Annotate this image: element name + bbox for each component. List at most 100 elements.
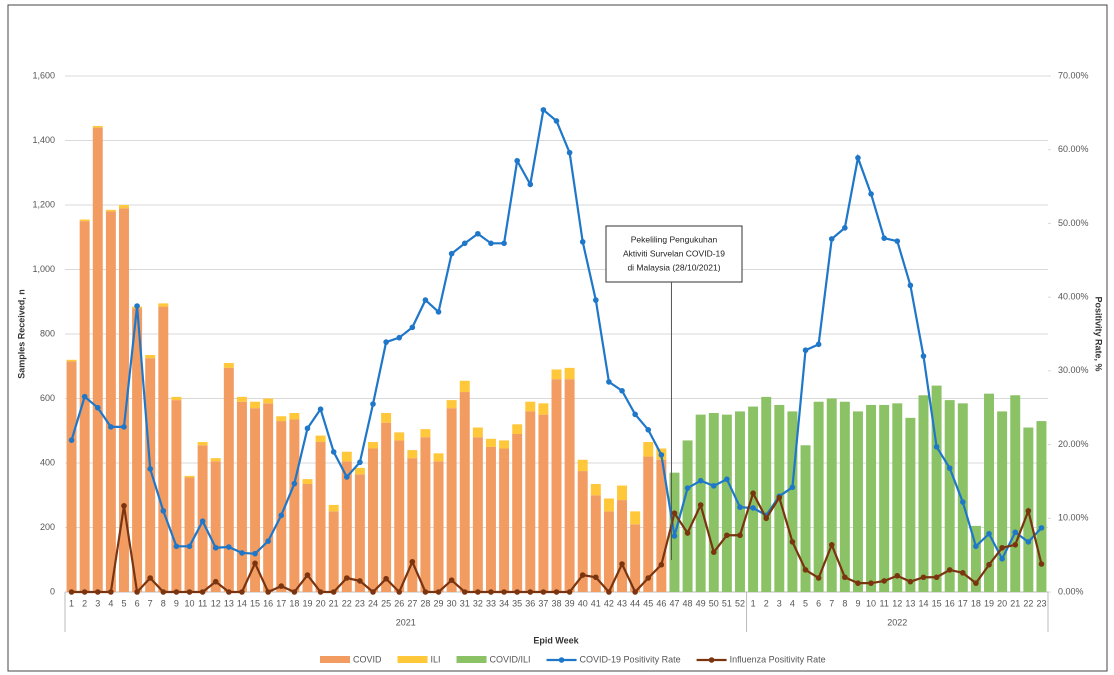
bar <box>472 427 483 438</box>
marker <box>553 589 560 595</box>
x-tick-label: 5 <box>803 598 808 608</box>
y2-tick-label: 30.00% <box>1058 365 1089 375</box>
marker <box>737 532 743 539</box>
x-tick-label: 4 <box>108 598 113 608</box>
bar <box>590 495 601 592</box>
marker <box>566 149 573 156</box>
marker <box>448 577 455 584</box>
x-tick-label: 10 <box>866 598 876 608</box>
marker <box>173 543 180 550</box>
marker <box>304 425 311 432</box>
bar <box>197 442 208 446</box>
bar <box>210 461 221 592</box>
marker <box>514 157 520 164</box>
marker <box>304 572 311 578</box>
x-tick-label: 37 <box>538 598 548 608</box>
bar <box>708 413 719 592</box>
marker <box>121 424 127 430</box>
bar <box>931 385 942 592</box>
marker <box>579 239 586 245</box>
x-tick-label: 7 <box>148 598 153 608</box>
marker <box>396 334 403 341</box>
marker <box>750 505 756 511</box>
bar <box>223 367 234 592</box>
marker <box>724 532 730 539</box>
marker <box>383 575 389 582</box>
x-tick-label: 33 <box>486 598 496 608</box>
marker <box>330 589 337 595</box>
x-tick-label: 7 <box>829 598 834 608</box>
bar <box>512 433 523 592</box>
marker <box>94 589 101 595</box>
marker <box>160 508 167 514</box>
y-tick-label: 600 <box>40 393 55 403</box>
marker <box>763 515 770 522</box>
marker <box>488 589 494 595</box>
marker <box>370 589 376 595</box>
bar <box>341 461 352 592</box>
marker <box>199 518 206 525</box>
bar <box>210 458 221 462</box>
marker <box>828 542 835 548</box>
bar <box>276 416 287 422</box>
marker <box>724 476 730 483</box>
y2-tick-label: 40.00% <box>1058 292 1089 302</box>
bar <box>407 458 418 592</box>
marker <box>1025 539 1032 545</box>
bar <box>603 511 614 592</box>
bar <box>564 379 575 592</box>
x-tick-label: 50 <box>709 598 719 608</box>
x-tick-label: 16 <box>263 598 273 608</box>
bar <box>368 448 378 592</box>
legend-swatch <box>397 656 428 663</box>
marker <box>881 578 887 584</box>
marker <box>370 401 376 407</box>
bar <box>839 401 850 592</box>
bar <box>538 403 549 415</box>
marker <box>606 379 612 385</box>
x-tick-label: 13 <box>905 598 915 608</box>
y-tick-label: 0 <box>50 586 55 596</box>
bar <box>682 440 693 592</box>
x-tick-label: 17 <box>276 598 286 608</box>
marker <box>265 538 271 544</box>
bar <box>250 408 261 592</box>
x-tick-label: 24 <box>368 598 378 608</box>
bar <box>368 442 378 449</box>
x-tick-label: 18 <box>289 598 299 608</box>
bar <box>79 221 90 592</box>
bar <box>577 471 588 592</box>
frame <box>7 4 1108 672</box>
marker <box>383 339 389 345</box>
marker <box>999 544 1005 551</box>
marker <box>108 424 114 430</box>
legend-item: COVID-19 Positivity Rate <box>546 654 681 664</box>
bar <box>433 453 444 462</box>
marker <box>579 572 586 578</box>
legend-label: COVID-19 Positivity Rate <box>580 654 681 664</box>
bar <box>525 411 536 592</box>
y-tick-label: 1,200 <box>32 199 55 209</box>
bar <box>721 414 732 592</box>
bar <box>66 361 77 592</box>
x-tick-label: 8 <box>842 598 847 608</box>
legend-label: COVID/ILI <box>490 654 531 664</box>
bar <box>184 475 195 478</box>
x-tick-label: 44 <box>630 598 640 608</box>
bar <box>328 511 339 592</box>
bar <box>105 209 116 212</box>
marker <box>658 561 665 568</box>
bar <box>499 448 510 592</box>
marker <box>160 589 167 595</box>
marker <box>343 474 350 480</box>
annotation-text: Aktiviti Survelan COVID-19 <box>623 248 725 258</box>
marker <box>186 543 193 550</box>
y-tick-label: 1,600 <box>32 70 55 80</box>
marker <box>697 502 704 508</box>
marker <box>855 155 861 161</box>
marker <box>396 589 403 595</box>
marker <box>710 483 717 489</box>
x-tick-label: 5 <box>121 598 126 608</box>
marker <box>514 589 520 595</box>
